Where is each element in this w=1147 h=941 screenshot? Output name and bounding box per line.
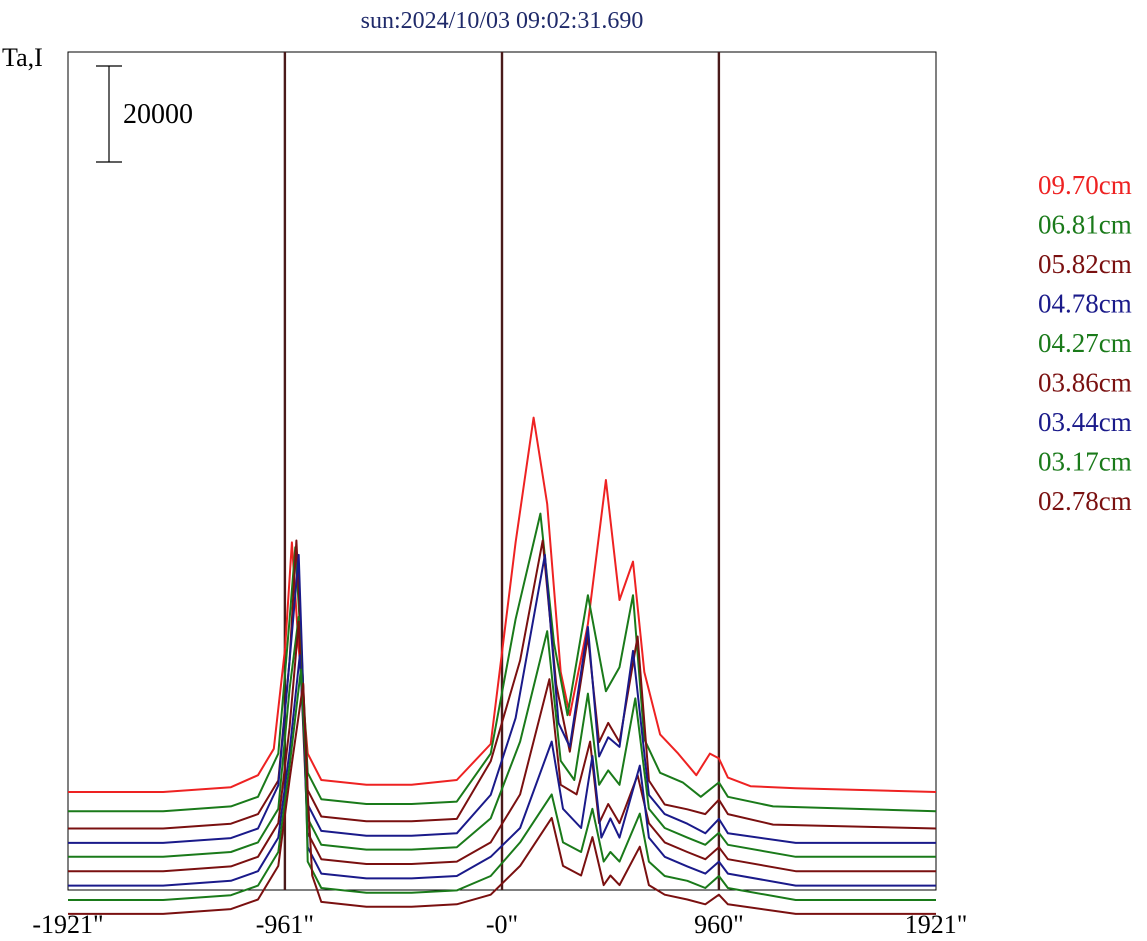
scale-bar: 20000 bbox=[96, 65, 193, 163]
legend: 09.70cm 06.81cm 05.82cm 04.78cm 04.27cm 03.86… bbox=[1038, 170, 1132, 516]
x-tick-label: -0" bbox=[486, 910, 518, 939]
legend-item: 09.70cm bbox=[1038, 170, 1132, 200]
reference-lines bbox=[283, 52, 721, 890]
x-tick-label: -1921" bbox=[32, 910, 103, 939]
legend-item: 04.78cm bbox=[1038, 289, 1132, 319]
x-tick-label: -961" bbox=[256, 910, 314, 939]
legend-item: 02.78cm bbox=[1038, 486, 1132, 516]
series-line-03.44cm bbox=[68, 654, 936, 887]
chart-title: sun:2024/10/03 09:02:31.690 bbox=[361, 8, 644, 34]
series-line-09.70cm bbox=[68, 416, 937, 793]
legend-item: 04.27cm bbox=[1038, 328, 1132, 358]
series-line-03.86cm bbox=[68, 620, 936, 873]
series-line-04.27cm bbox=[68, 615, 936, 858]
legend-item: 03.17cm bbox=[1038, 447, 1132, 477]
scale-bar-label: 20000 bbox=[123, 99, 193, 130]
x-tick-label: 1921" bbox=[905, 910, 968, 939]
legend-item: 06.81cm bbox=[1038, 210, 1132, 240]
series-line-03.17cm bbox=[68, 668, 936, 901]
legend-item: 03.44cm bbox=[1038, 407, 1132, 437]
legend-item: 03.86cm bbox=[1038, 368, 1132, 398]
series-line-04.78cm bbox=[68, 553, 936, 844]
y-axis-label: Ta,I bbox=[2, 43, 43, 72]
series-line-02.78cm bbox=[68, 682, 936, 915]
series-lines bbox=[68, 416, 937, 915]
legend-item: 05.82cm bbox=[1038, 249, 1132, 279]
x-axis-ticks: -1921" -961" -0" 960" 1921" bbox=[32, 910, 967, 939]
x-tick-label: 960" bbox=[694, 910, 744, 939]
series-line-06.81cm bbox=[68, 512, 937, 813]
